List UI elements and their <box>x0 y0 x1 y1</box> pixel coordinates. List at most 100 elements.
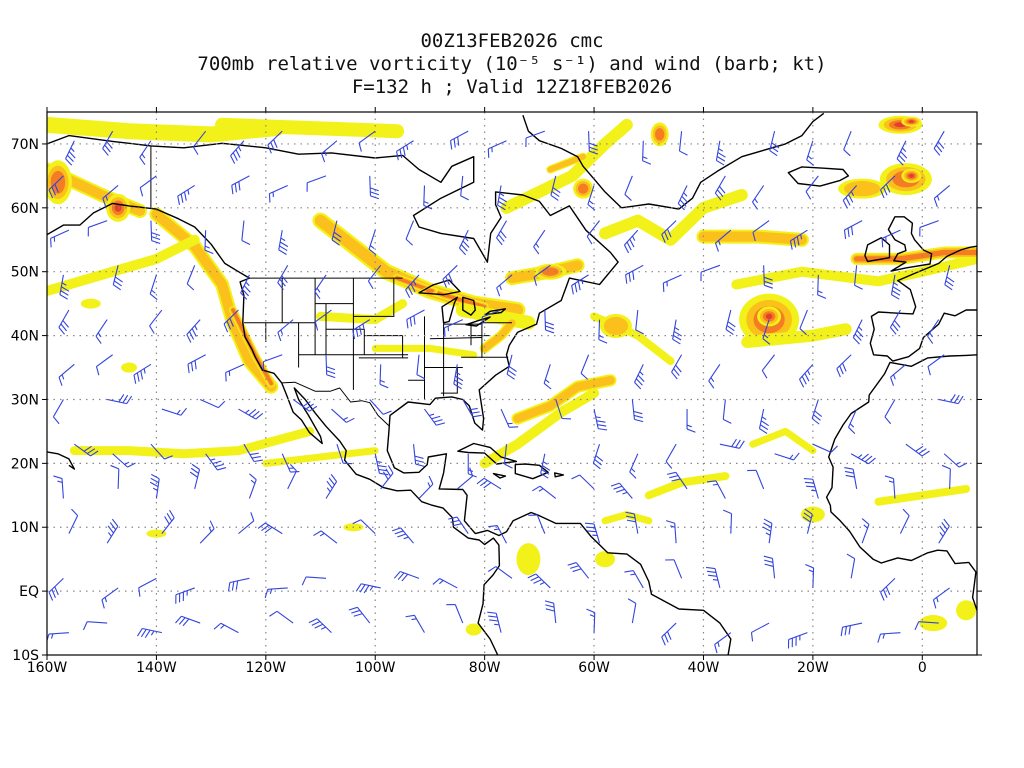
wind-barb-shaft <box>357 606 371 624</box>
vorticity-blob <box>146 529 167 538</box>
wind-barb-flag <box>385 468 392 477</box>
wind-barb <box>896 140 908 166</box>
wind-barb-flag <box>499 192 505 197</box>
wind-barb-flag <box>567 562 577 566</box>
wind-barb-flag <box>358 142 362 152</box>
wind-barb-shaft <box>503 444 508 465</box>
wind-barb-flag <box>814 410 823 417</box>
wind-barb <box>927 354 945 376</box>
wind-barb-flag <box>149 481 159 488</box>
wind-barb-flag <box>881 238 884 248</box>
wind-barb <box>368 230 377 256</box>
wind-barb <box>223 309 239 333</box>
wind-barb <box>348 606 371 624</box>
wind-barb <box>241 220 251 246</box>
wind-barb <box>503 444 513 469</box>
wind-barb <box>456 467 474 490</box>
wind-barb-flag <box>267 144 272 154</box>
wind-barb-flag <box>530 576 540 582</box>
wind-barb-shaft <box>48 577 64 593</box>
wind-barb-flag <box>231 185 234 195</box>
wind-barb <box>161 509 175 534</box>
wind-barb-flag <box>661 234 666 243</box>
wind-barb-flag <box>280 329 284 335</box>
wind-barb-shaft <box>74 443 91 457</box>
wind-barb-flag <box>234 183 237 193</box>
vorticity-blob <box>80 298 101 309</box>
wind-barb-shaft <box>539 485 557 499</box>
wind-barb-flag <box>613 485 623 490</box>
wind-barb-shaft <box>52 399 64 418</box>
wind-barb-shaft <box>205 453 218 471</box>
wind-barb-flag <box>326 487 331 493</box>
wind-barb-shaft <box>267 130 283 146</box>
wind-barb-shaft <box>150 220 153 241</box>
wind-barb-flag <box>586 526 596 529</box>
wind-barb-shaft <box>186 265 196 285</box>
vorticity-blob <box>956 600 977 621</box>
wind-barb-shaft <box>400 527 414 544</box>
wind-barb <box>769 131 780 157</box>
vorticity-band <box>513 375 615 423</box>
wind-barb-flag <box>241 288 249 297</box>
wind-barb-flag <box>882 633 885 639</box>
wind-barb-shaft <box>624 229 639 246</box>
wind-barb-flag <box>180 407 187 416</box>
wind-barb-flag <box>933 148 941 156</box>
wind-barb-shaft <box>307 175 327 184</box>
wind-barb <box>672 319 683 345</box>
wind-barb <box>243 443 263 463</box>
wind-barb-flag <box>379 379 385 383</box>
wind-barb <box>571 274 589 295</box>
wind-barb-shaft <box>890 363 907 378</box>
wind-barb-shaft <box>631 399 635 420</box>
wind-barb-shaft <box>396 140 414 152</box>
wind-barb <box>799 363 814 388</box>
wind-barb-flag <box>414 455 424 459</box>
wind-barb-flag <box>348 606 358 611</box>
wind-barb-shaft <box>768 523 773 544</box>
wind-barb <box>423 185 433 210</box>
wind-barb-shaft <box>138 577 157 589</box>
wind-barb-flag <box>955 461 961 465</box>
wind-barb-flag <box>48 592 54 601</box>
wind-barb-flag <box>801 375 807 385</box>
wind-barb-flag <box>429 413 435 417</box>
wind-barb-flag <box>793 238 797 248</box>
wind-barb <box>585 522 601 544</box>
lake-huron <box>462 296 476 316</box>
wind-barb-flag <box>958 462 968 468</box>
vorticity-band <box>749 427 817 455</box>
wind-barb-flag <box>764 284 774 289</box>
wind-barb-flag <box>533 579 542 584</box>
wind-barb-flag <box>278 249 287 255</box>
wind-barb-shaft <box>593 523 601 544</box>
wind-barb <box>544 600 557 624</box>
wind-barb-flag <box>231 581 235 591</box>
wind-barb <box>805 175 819 200</box>
wind-barb-flag <box>320 626 326 630</box>
wind-barb-shaft <box>368 230 376 250</box>
wind-barb-flag <box>362 323 365 329</box>
wind-barb-flag <box>218 400 226 408</box>
wind-barb <box>933 185 951 207</box>
wind-barb <box>533 229 546 255</box>
vorticity-band <box>599 189 748 246</box>
wind-barb-flag <box>761 370 768 379</box>
wind-barb <box>52 399 64 425</box>
wind-barb-flag <box>264 589 269 599</box>
wind-barb-flag <box>428 475 434 485</box>
x-tick-label: 140W <box>136 660 177 676</box>
wind-barb-flag <box>413 315 416 325</box>
wind-barb <box>313 530 338 544</box>
wind-barb-flag <box>415 463 425 467</box>
wind-barb-flag <box>626 241 632 251</box>
wind-barb-shaft <box>220 622 239 634</box>
wind-barb-shaft <box>229 577 250 584</box>
wind-barb-shaft <box>88 220 108 228</box>
wind-barb-flag <box>731 438 737 447</box>
wind-barb-flag <box>572 568 582 573</box>
wind-barb-flag <box>82 621 88 631</box>
wind-barb-flag <box>413 280 417 286</box>
axis-ticks: 160W 140W 120W 100W 80W 60W 40W 20W 0 10S EQ 10N 20N… <box>11 107 982 676</box>
